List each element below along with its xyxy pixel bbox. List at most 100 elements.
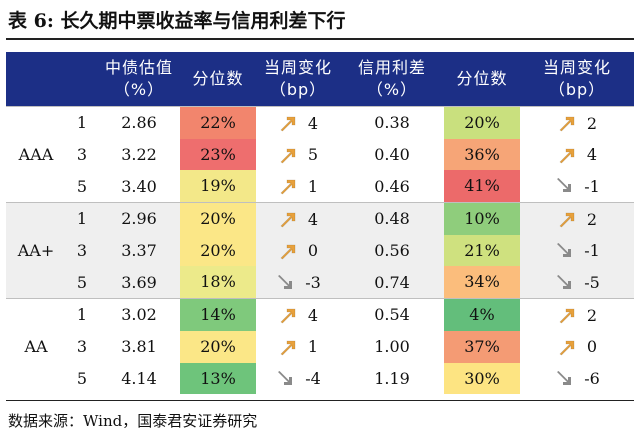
rating-label: AA+ [6, 202, 66, 299]
yield-cell: 3.69 [98, 266, 180, 299]
arrow-down-right-icon [278, 370, 293, 385]
header-row: 中债估值 （%） 分位数 当周变化 （bp） 信用利差 （%） 分位数 当周变化… [6, 52, 634, 107]
yield-change-cell: 4 [256, 105, 340, 139]
source-note: 数据来源：Wind，国泰君安证券研究 [8, 412, 258, 430]
yield-cell: 3.22 [98, 138, 180, 171]
spread-percentile-value: 10% [444, 203, 520, 235]
table-row: AAA 1 2.86 22% 4 0.38 20% 2 [6, 105, 634, 203]
yield-cell: 2.96 [98, 202, 180, 235]
yield-change-cell: -4 [256, 362, 340, 395]
yield-change-cell: 0 [256, 234, 340, 267]
yield-percentile-cell: 20% [180, 234, 256, 267]
header-yield-change: 当周变化 （bp） [256, 52, 340, 107]
spread-percentile-value: 30% [444, 362, 520, 395]
arrow-up-right-icon [280, 308, 296, 324]
yield-percentile-cell: 20% [180, 202, 256, 235]
header-rating [6, 52, 66, 107]
table-row: 5 4.14 13% -4 1.19 30% -6 [6, 362, 634, 395]
spread-percentile-value: 34% [444, 266, 520, 299]
spread-change-cell: 2 [520, 202, 634, 235]
yield-change-value: 5 [307, 145, 319, 165]
spread-percentile-cell: 4% [444, 298, 520, 331]
spread-percentile-cell: 41% [444, 170, 520, 203]
yield-percentile-value: 20% [180, 330, 256, 363]
header-yield-change-line2: （bp） [269, 80, 327, 99]
arrow-up-right-icon [280, 148, 296, 164]
header-spread-line2: （%） [366, 80, 418, 99]
spread-change-value: -1 [584, 176, 600, 196]
yield-cell: 3.81 [98, 330, 180, 363]
header-tenor [66, 52, 98, 107]
spread-change-value: 0 [586, 337, 598, 357]
table-row: AA 1 3.02 14% 4 0.54 4% 2 [6, 298, 634, 395]
yield-percentile-value: 20% [180, 234, 256, 267]
yield-change-value: 4 [307, 113, 319, 133]
tenor-cell: 1 [66, 105, 98, 139]
yield-percentile-value: 19% [180, 170, 256, 203]
arrow-down-right-icon [557, 274, 572, 289]
spread-percentile-value: 36% [444, 138, 520, 171]
spread-change-cell: 4 [520, 138, 634, 171]
spread-cell: 0.54 [340, 298, 444, 331]
spread-change-value: -1 [584, 241, 600, 261]
header-yield-line1: 中债估值 [104, 58, 173, 77]
yield-percentile-cell: 20% [180, 330, 256, 363]
yield-percentile-cell: 18% [180, 266, 256, 299]
spread-percentile-value: 21% [444, 234, 520, 267]
spread-change-cell: 0 [520, 330, 634, 363]
arrow-down-right-icon [557, 178, 572, 193]
header-yield-change-line1: 当周变化 [263, 58, 332, 77]
yield-percentile-cell: 13% [180, 362, 256, 395]
spread-percentile-cell: 20% [444, 105, 520, 139]
arrow-up-right-icon [559, 340, 575, 356]
header-spread-percentile: 分位数 [444, 52, 520, 107]
tenor-cell: 5 [66, 362, 98, 395]
header-yield: 中债估值 （%） [98, 52, 180, 107]
spread-cell: 0.46 [340, 170, 444, 203]
yield-percentile-value: 13% [180, 362, 256, 395]
yield-change-cell: 1 [256, 330, 340, 363]
table-row: AA+ 1 2.96 20% 4 0.48 10% 2 [6, 202, 634, 299]
tenor-cell: 1 [66, 298, 98, 331]
yield-change-cell: 1 [256, 170, 340, 203]
yield-change-cell: 5 [256, 138, 340, 171]
yield-percentile-cell: 22% [180, 105, 256, 139]
arrow-up-right-icon [559, 116, 575, 132]
arrow-down-right-icon [278, 274, 293, 289]
yield-percentile-cell: 23% [180, 138, 256, 171]
yield-cell: 2.86 [98, 105, 180, 139]
table-row: 3 3.81 20% 1 1.00 37% 0 [6, 330, 634, 363]
spread-percentile-value: 4% [444, 299, 520, 331]
yield-percentile-value: 22% [180, 107, 256, 139]
header-yield-percentile: 分位数 [180, 52, 256, 107]
spread-change-value: -6 [584, 369, 600, 389]
spread-percentile-cell: 10% [444, 202, 520, 235]
spread-change-value: -5 [584, 273, 600, 293]
arrow-up-right-icon [280, 116, 296, 132]
rating-label: AAA [6, 105, 66, 203]
tenor-cell: 5 [66, 170, 98, 203]
table-title: 表 6: 长久期中票收益率与信用利差下行 [8, 10, 346, 32]
yield-change-cell: 4 [256, 202, 340, 235]
yield-change-value: -4 [305, 369, 321, 389]
spread-change-cell: -1 [520, 170, 634, 203]
yield-change-value: 1 [307, 176, 319, 196]
spread-change-value: 4 [586, 145, 598, 165]
spread-change-cell: 2 [520, 105, 634, 139]
arrow-down-right-icon [557, 370, 572, 385]
spread-change-cell: -5 [520, 266, 634, 299]
yield-percentile-value: 14% [180, 299, 256, 331]
spread-percentile-value: 37% [444, 330, 520, 363]
header-spread-percentile-label: 分位数 [456, 69, 508, 88]
spread-percentile-cell: 34% [444, 266, 520, 299]
header-spread-change: 当周变化 （bp） [520, 52, 634, 107]
yield-percentile-cell: 14% [180, 298, 256, 331]
tenor-cell: 3 [66, 330, 98, 363]
tenor-cell: 3 [66, 138, 98, 171]
yield-cell: 3.37 [98, 234, 180, 267]
header-yield-percentile-label: 分位数 [192, 69, 244, 88]
table-bottom-divider [6, 400, 634, 401]
arrow-up-right-icon [559, 308, 575, 324]
yield-change-cell: -3 [256, 266, 340, 299]
yield-percentile-value: 20% [180, 203, 256, 235]
